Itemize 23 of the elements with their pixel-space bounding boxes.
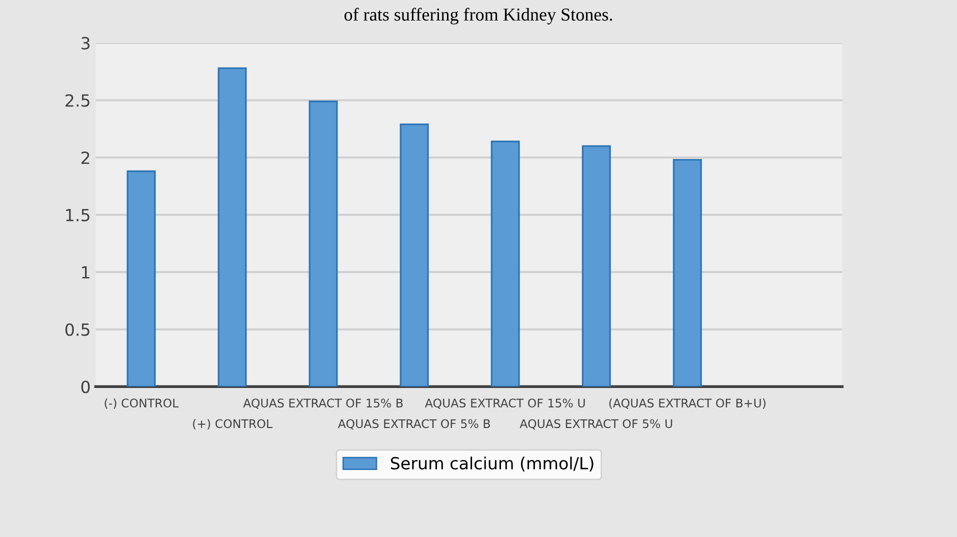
y-tick-label: 2.5 [66,94,90,107]
y-tick-label: 2 [81,151,90,164]
y-tick-label: 1 [82,266,90,278]
y-tick-label: 1.5 [66,208,90,222]
bar [582,145,611,387]
x-tick-label: AQUAS EXTRACT OF 5% B [338,419,490,430]
y-tick-label: 3 [82,36,90,50]
bar [126,170,156,387]
x-tick-label: (+) CONTROL [193,419,272,430]
bar [308,100,338,387]
legend-label: Serum calcium (mmol/L) [390,456,594,472]
y-tick-label: 0 [81,380,90,394]
y-tick-label: 0.5 [65,323,90,336]
bar [672,158,702,387]
x-tick-label: AQUAS EXTRACT OF 15% B [243,398,403,409]
chart-title: of rats suffering from Kidney Stones. [344,8,612,24]
bar [490,140,520,387]
x-tick-label: AQUAS EXTRACT OF 15% U [424,398,585,409]
x-tick-label: (-) CONTROL [104,398,179,409]
x-tick-label: AQUAS EXTRACT OF 5% U [520,419,672,430]
x-tick-label: (AQUAS EXTRACT OF B+U) [609,398,766,409]
bar [400,123,429,387]
bar [218,67,247,387]
